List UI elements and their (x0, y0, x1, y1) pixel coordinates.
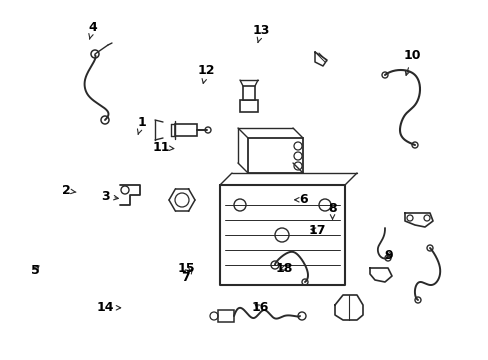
Text: 2: 2 (61, 184, 76, 197)
FancyBboxPatch shape (240, 100, 258, 112)
Text: 4: 4 (88, 21, 97, 39)
Text: 12: 12 (197, 64, 215, 84)
Text: 18: 18 (275, 262, 293, 275)
Text: 16: 16 (251, 301, 268, 314)
Text: 14: 14 (96, 301, 121, 314)
FancyBboxPatch shape (247, 138, 303, 173)
Text: 5: 5 (31, 264, 40, 276)
FancyBboxPatch shape (218, 310, 234, 322)
Text: 9: 9 (384, 249, 392, 262)
Text: 3: 3 (101, 190, 118, 203)
Text: 13: 13 (252, 24, 270, 42)
Text: 6: 6 (294, 193, 307, 206)
Text: 10: 10 (403, 49, 420, 75)
Text: 11: 11 (152, 141, 174, 154)
Text: 7: 7 (181, 269, 193, 284)
Text: 8: 8 (327, 202, 336, 219)
FancyBboxPatch shape (175, 124, 197, 136)
Text: 15: 15 (178, 262, 195, 275)
Text: 17: 17 (307, 224, 325, 237)
Text: 1: 1 (137, 116, 146, 134)
FancyBboxPatch shape (243, 86, 254, 100)
